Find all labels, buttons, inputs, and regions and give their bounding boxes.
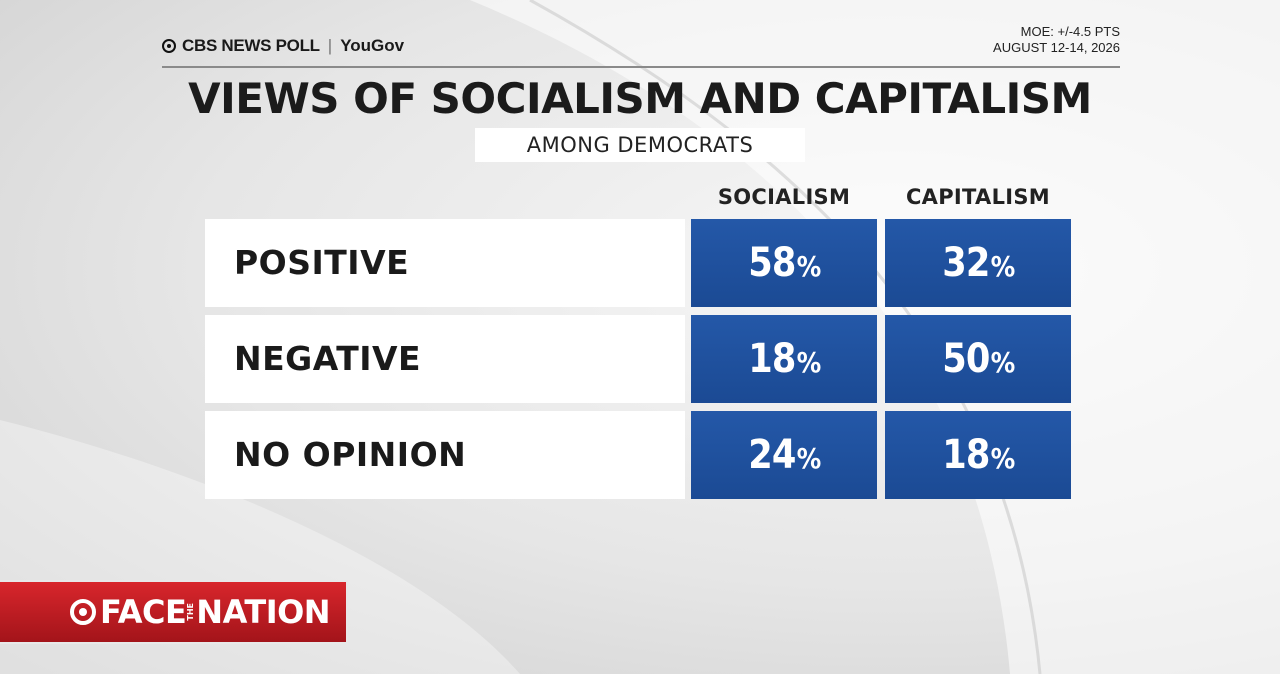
percent-sign: % xyxy=(990,441,1016,475)
value-cell: 18% xyxy=(691,315,877,403)
percent-sign: % xyxy=(990,345,1016,379)
value-number: 32 xyxy=(942,240,990,286)
poll-meta: MOE: +/-4.5 PTS AUGUST 12-14, 2026 xyxy=(993,24,1120,56)
value-cell: 32% xyxy=(885,219,1071,307)
cbs-eye-icon xyxy=(70,599,96,625)
brand-yougov: YouGov xyxy=(340,36,405,55)
row-label-positive: POSITIVE xyxy=(205,219,685,307)
brand-cbs-news-poll: CBS NEWS POLL xyxy=(182,36,320,55)
column-header-capitalism: CAPITALISM xyxy=(905,185,1051,209)
logo-face: FACE xyxy=(100,593,187,631)
percent-sign: % xyxy=(796,345,822,379)
value-cell: 18% xyxy=(885,411,1071,499)
percent-sign: % xyxy=(796,249,822,283)
chart-subtitle: AMONG DEMOCRATS xyxy=(475,128,805,162)
value-cell: 58% xyxy=(691,219,877,307)
face-the-nation-logo: FACE THE NATION xyxy=(0,580,348,644)
value-number: 58 xyxy=(748,240,796,286)
logo-nation: NATION xyxy=(196,593,331,631)
row-label-negative: NEGATIVE xyxy=(205,315,685,403)
chart-title: VIEWS OF SOCIALISM AND CAPITALISM xyxy=(188,74,1092,123)
value-number: 18 xyxy=(942,432,990,478)
poll-dates: AUGUST 12-14, 2026 xyxy=(993,40,1120,55)
value-number: 50 xyxy=(942,336,990,382)
poll-brand: CBS NEWS POLL | YouGov xyxy=(162,36,404,56)
cbs-eye-icon xyxy=(162,39,176,53)
row-label-no-opinion: NO OPINION xyxy=(205,411,685,499)
percent-sign: % xyxy=(796,441,822,475)
logo-the: THE xyxy=(186,603,196,621)
margin-of-error: MOE: +/-4.5 PTS xyxy=(1020,24,1120,39)
percent-sign: % xyxy=(990,249,1016,283)
brand-separator: | xyxy=(327,36,333,55)
header-divider xyxy=(162,66,1120,68)
value-number: 24 xyxy=(748,432,796,478)
value-cell: 50% xyxy=(885,315,1071,403)
value-number: 18 xyxy=(748,336,796,382)
value-cell: 24% xyxy=(691,411,877,499)
column-header-socialism: SOCIALISM xyxy=(717,185,851,209)
